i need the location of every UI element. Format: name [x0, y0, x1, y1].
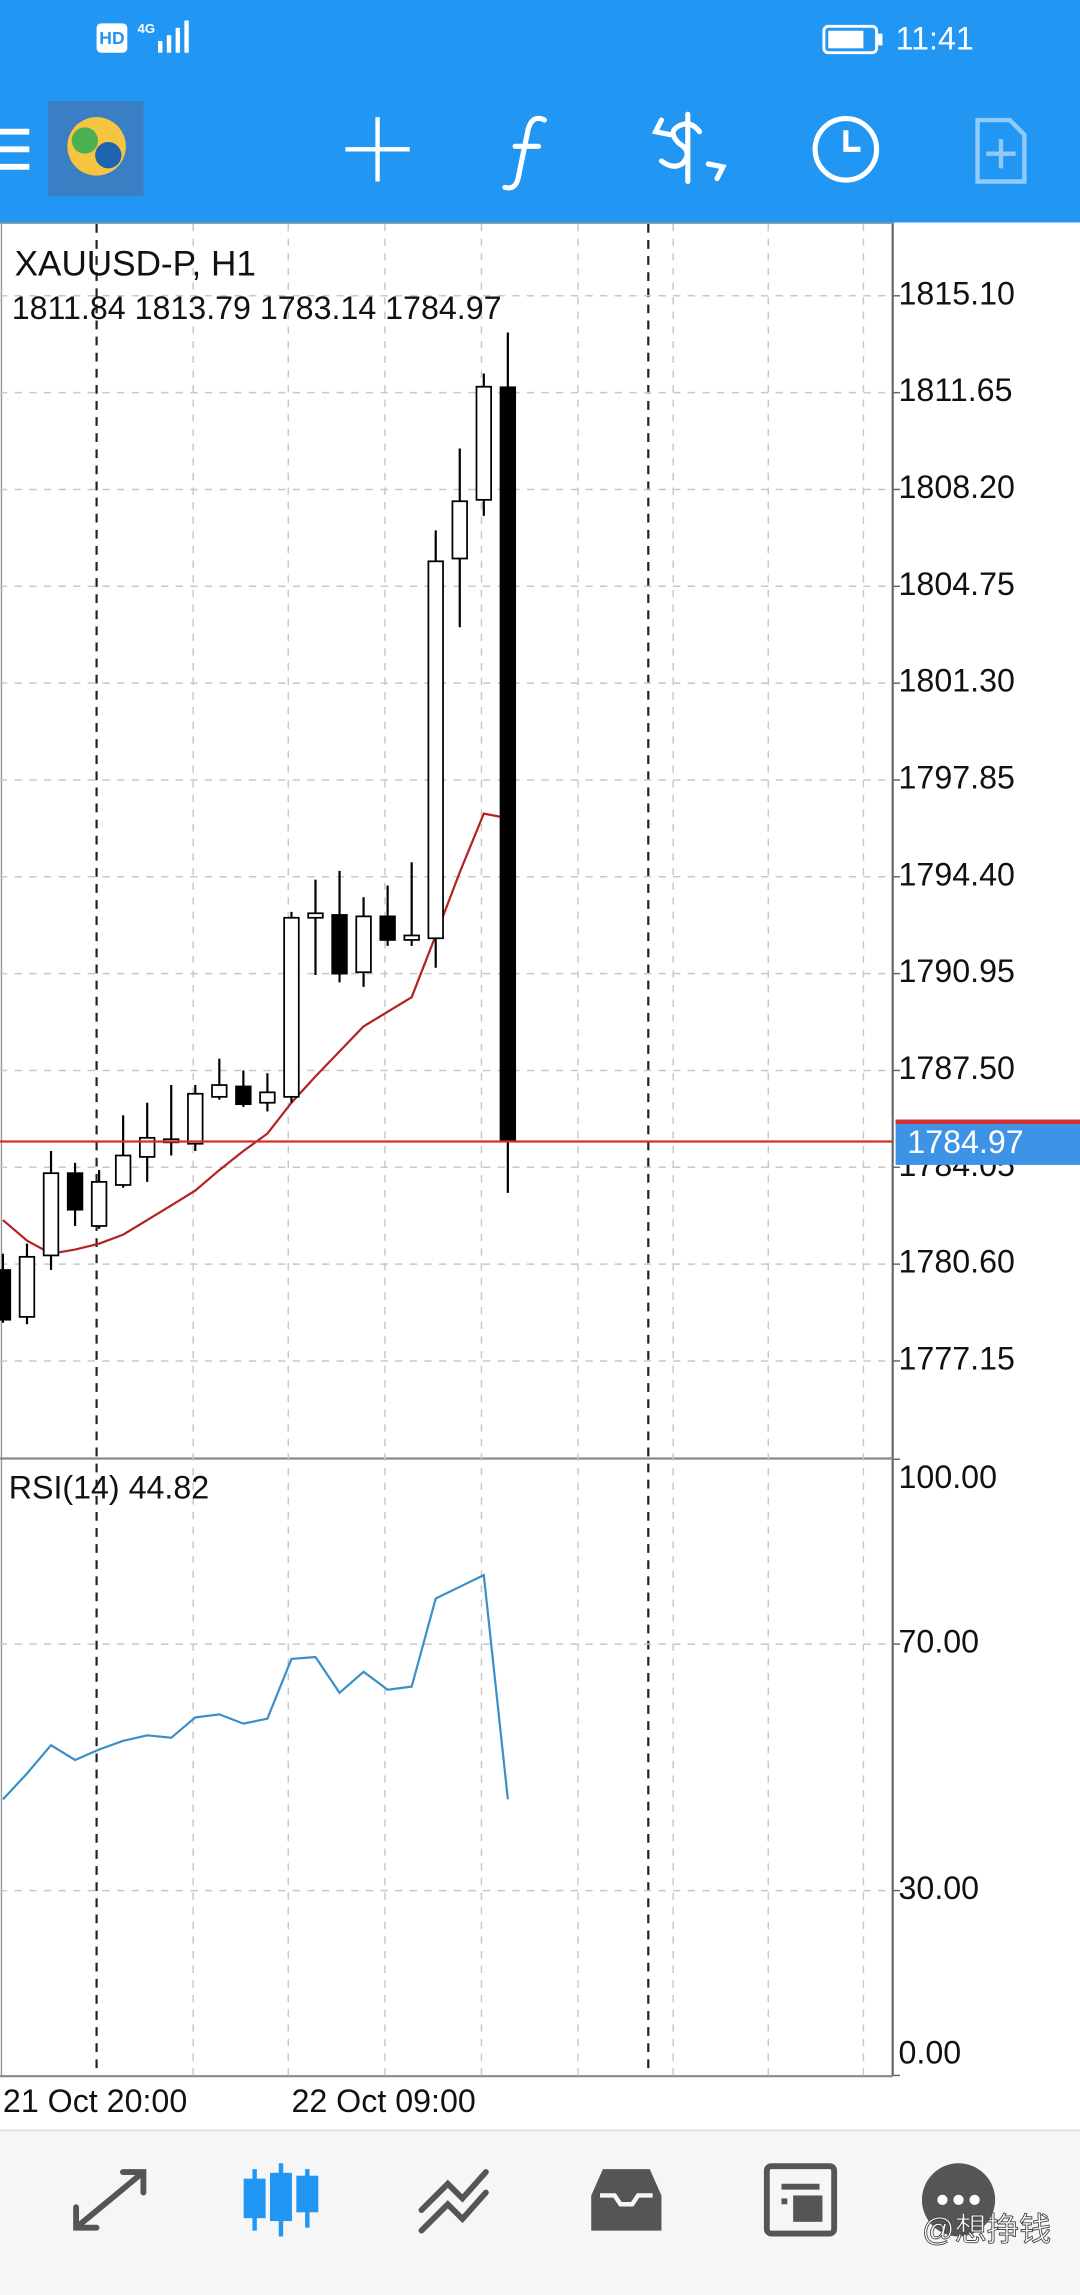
signal-bars [158, 20, 189, 53]
candle-body [259, 1091, 276, 1104]
template-button[interactable] [975, 117, 1027, 184]
candle-body [18, 1255, 36, 1318]
y-tick-label: 1787.50 [899, 1050, 1015, 1086]
y-tick-label: 1780.60 [899, 1244, 1015, 1280]
candle-body [114, 1154, 132, 1186]
y-tick-label: 30.00 [899, 1870, 980, 1906]
history-tab[interactable] [591, 2169, 662, 2231]
current-price-marker [895, 1119, 1080, 1124]
candle-body [235, 1085, 252, 1106]
ohlc-label: 1811.84 1813.79 1783.14 1784.97 [12, 290, 502, 326]
candle-body [355, 915, 372, 974]
chart-frame [0, 222, 894, 2078]
candle-body [42, 1172, 60, 1257]
candle-body [307, 912, 324, 919]
y-tick-label: 1815.10 [899, 275, 1015, 311]
candle-body [427, 560, 444, 940]
y-tick-label: 1797.85 [899, 759, 1015, 795]
menu-button[interactable] [0, 128, 30, 170]
hd-badge [96, 23, 128, 53]
candle-body [90, 1181, 108, 1227]
y-tick-label: 1790.95 [899, 953, 1015, 989]
trade-button[interactable] [651, 111, 727, 185]
candle-body [187, 1092, 204, 1145]
current-price-box [895, 1119, 1080, 1165]
chart-layer: 1815.10 1811.65 1808.20 1804.75 1801.30 1797.… [0, 275, 1080, 2119]
time-grid [192, 223, 865, 2076]
candle-body [66, 1172, 84, 1211]
rsi-title: RSI(14) 44.82 [9, 1469, 209, 1505]
bottom-nav [0, 2129, 1080, 2295]
chart-title: XAUUSD-P, H1 [15, 245, 256, 284]
y-tick-label: 0.00 [899, 2034, 962, 2070]
current-price-label: 1784.97 [907, 1124, 1023, 1160]
period-button[interactable] [812, 115, 880, 183]
news-tab[interactable] [763, 2163, 838, 2237]
watermark: @想挣钱 [922, 2212, 1051, 2248]
candle-body [403, 934, 420, 941]
x-tick-label: 22 Oct 09:00 [291, 2083, 475, 2119]
y-tick-label: 1804.75 [899, 566, 1015, 602]
network-label: HD [99, 28, 124, 48]
y-tick-label: 1777.15 [899, 1340, 1015, 1376]
candle-body [138, 1136, 156, 1158]
candle-body [499, 386, 517, 1143]
crosshair-button[interactable] [345, 117, 410, 182]
candle-body [0, 1269, 12, 1321]
trade-tab[interactable] [418, 2169, 489, 2234]
battery [822, 24, 883, 55]
y-tick-label: 1801.30 [899, 663, 1015, 699]
chart-tab[interactable] [243, 2163, 319, 2237]
period-separators [95, 223, 650, 2076]
candle-body [451, 500, 468, 560]
signal-label: 4G [138, 21, 156, 36]
candle-body [475, 385, 493, 501]
clock: 11:41 [896, 20, 974, 56]
indicator-button[interactable] [502, 115, 547, 191]
rsi-line [2, 1573, 509, 1801]
candle-body [283, 916, 300, 1098]
candle-body [211, 1084, 228, 1098]
y-tick-label: 1808.20 [899, 469, 1015, 505]
candle-body [331, 914, 348, 975]
app-logo[interactable] [48, 100, 144, 197]
quotes-tab[interactable] [73, 2169, 147, 2231]
chat-tab[interactable] [921, 2163, 996, 2237]
y-tick-label: 70.00 [899, 1624, 980, 1660]
y-tick-label: 1794.40 [899, 856, 1015, 892]
y-tick-label: 1811.65 [899, 372, 1013, 408]
x-tick-label: 21 Oct 20:00 [3, 2083, 187, 2119]
y-tick-label: 100.00 [899, 1459, 997, 1495]
candle-body [379, 915, 396, 941]
